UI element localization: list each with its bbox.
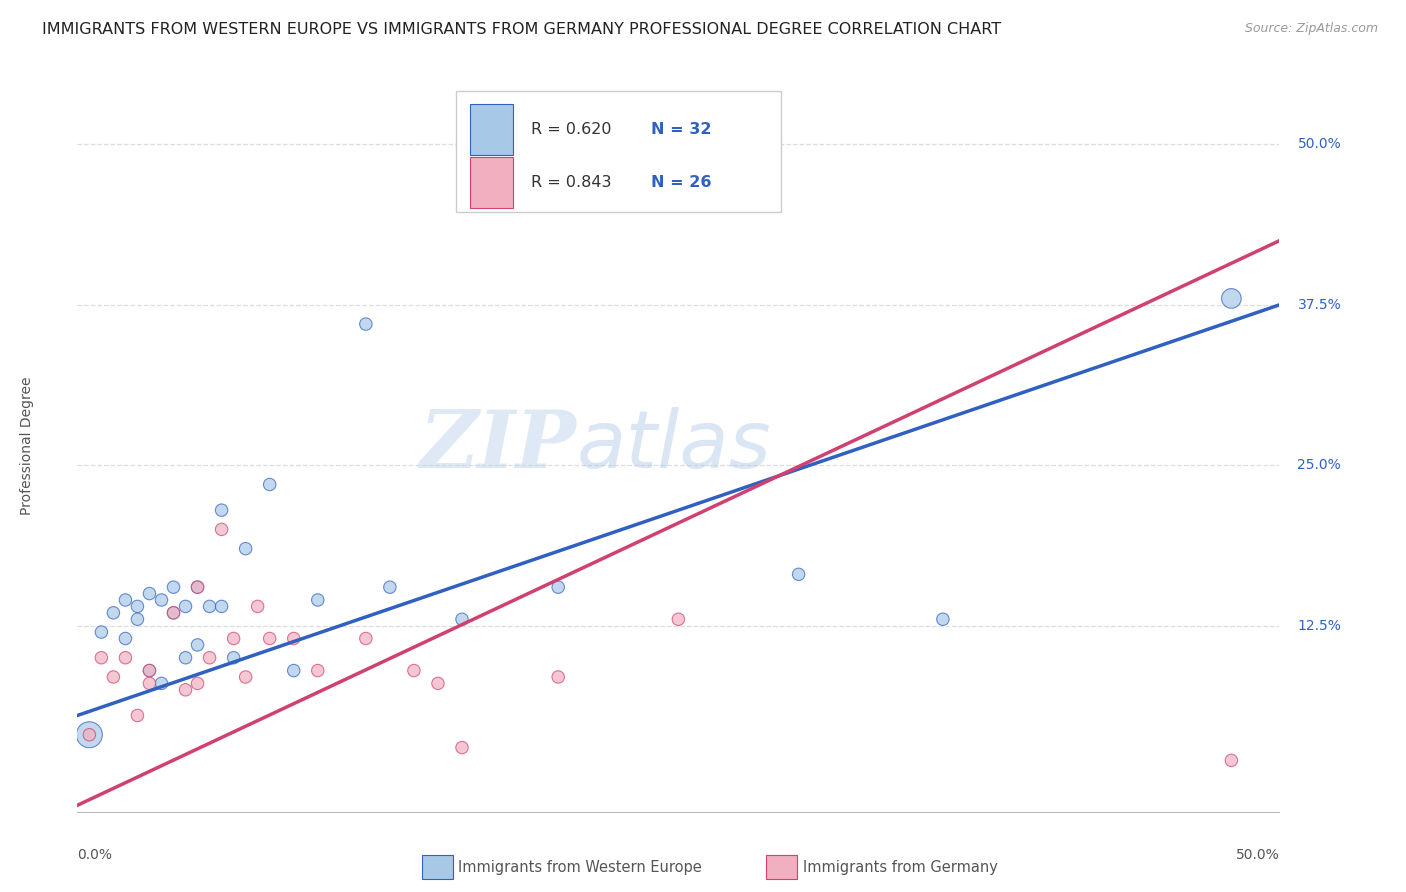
Point (787, 567, 810, 582)
Text: Immigrants from Germany: Immigrants from Germany (803, 860, 998, 874)
Text: ZIP: ZIP (419, 408, 576, 484)
Point (451, 612, 474, 626)
Point (235, 541, 257, 556)
Text: 12.5%: 12.5% (1298, 619, 1341, 632)
Point (186, 580, 209, 594)
Text: atlas: atlas (576, 407, 770, 485)
Point (246, 599, 269, 614)
Text: N = 32: N = 32 (651, 122, 711, 136)
Point (150, 676, 173, 690)
Point (90, 650, 112, 665)
Bar (471, 157, 513, 209)
Point (138, 586, 160, 600)
Point (186, 676, 209, 690)
Point (211, 503, 233, 517)
Point (211, 599, 233, 614)
Point (162, 606, 184, 620)
Point (283, 632, 305, 646)
Point (668, 612, 690, 626)
Point (211, 523, 233, 537)
Text: IMMIGRANTS FROM WESTERN EUROPE VS IMMIGRANTS FROM GERMANY PROFESSIONAL DEGREE CO: IMMIGRANTS FROM WESTERN EUROPE VS IMMIGR… (42, 22, 1001, 37)
Point (114, 632, 136, 646)
Point (186, 580, 209, 594)
Point (451, 740, 474, 755)
Text: Source: ZipAtlas.com: Source: ZipAtlas.com (1244, 22, 1378, 36)
Point (307, 593, 329, 607)
Point (138, 664, 160, 678)
Point (174, 599, 197, 614)
Point (103, 670, 125, 684)
Point (162, 580, 184, 594)
Text: 50.0%: 50.0% (1236, 848, 1279, 863)
Point (186, 638, 209, 652)
Point (114, 593, 136, 607)
Point (90, 625, 112, 640)
Point (127, 599, 149, 614)
Point (79, 728, 101, 742)
Point (1220, 753, 1243, 767)
Point (354, 317, 377, 331)
Point (222, 632, 245, 646)
Text: Professional Degree: Professional Degree (20, 376, 34, 516)
Point (354, 632, 377, 646)
Point (259, 477, 281, 491)
Point (932, 612, 955, 626)
Point (378, 580, 401, 594)
Bar (471, 103, 513, 155)
Point (547, 670, 569, 684)
Point (174, 650, 197, 665)
Point (127, 612, 149, 626)
Point (427, 676, 450, 690)
Text: N = 26: N = 26 (651, 175, 711, 190)
Point (1220, 292, 1243, 306)
Point (114, 650, 136, 665)
Point (162, 606, 184, 620)
Point (259, 632, 281, 646)
Point (198, 650, 221, 665)
Point (174, 682, 197, 697)
Text: 50.0%: 50.0% (1298, 137, 1341, 152)
Point (138, 676, 160, 690)
Point (138, 664, 160, 678)
Point (198, 599, 221, 614)
Point (127, 708, 149, 723)
Point (307, 664, 329, 678)
Text: 25.0%: 25.0% (1298, 458, 1341, 472)
Text: Immigrants from Western Europe: Immigrants from Western Europe (458, 860, 702, 874)
Text: R = 0.620: R = 0.620 (530, 122, 612, 136)
FancyBboxPatch shape (456, 91, 780, 212)
Point (283, 664, 305, 678)
Text: R = 0.843: R = 0.843 (530, 175, 612, 190)
Point (222, 650, 245, 665)
Text: 37.5%: 37.5% (1298, 298, 1341, 312)
Point (150, 593, 173, 607)
Text: 0.0%: 0.0% (77, 848, 112, 863)
Point (79, 728, 101, 742)
Point (547, 580, 569, 594)
Point (235, 670, 257, 684)
Point (402, 664, 425, 678)
Point (103, 606, 125, 620)
